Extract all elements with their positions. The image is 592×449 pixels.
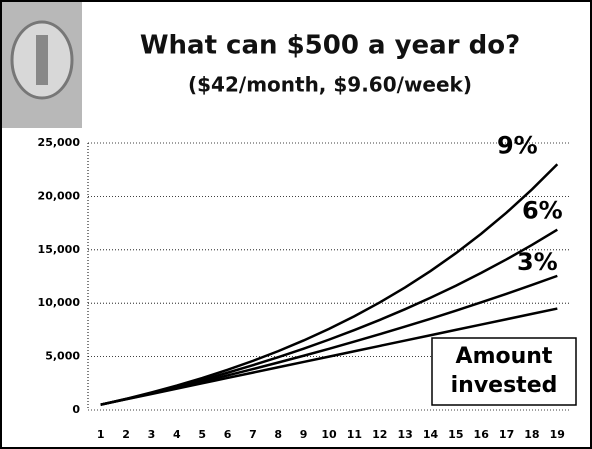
- y-tick-label: 15,000: [38, 243, 81, 256]
- chart-subtitle: ($42/month, $9.60/week): [188, 73, 472, 97]
- x-tick-label: 7: [249, 428, 257, 441]
- x-tick-label: 13: [397, 428, 412, 441]
- chart: What can $500 a year do? ($42/month, $9.…: [0, 0, 592, 449]
- y-tick-label: 20,000: [38, 189, 81, 202]
- x-tick-label: 18: [524, 428, 539, 441]
- series-label: 9%: [497, 131, 538, 159]
- x-tick-label: 9: [300, 428, 308, 441]
- y-tick-label: 25,000: [38, 136, 81, 149]
- x-tick-label: 19: [550, 428, 565, 441]
- x-tick-label: 11: [347, 428, 362, 441]
- x-tick-label: 10: [321, 428, 337, 441]
- x-tick-label: 14: [423, 428, 439, 441]
- x-tick-label: 3: [148, 428, 156, 441]
- x-tick-label: 16: [474, 428, 490, 441]
- y-tick-label: 0: [72, 403, 80, 416]
- x-tick-label: 1: [97, 428, 105, 441]
- x-tick-label: 15: [448, 428, 463, 441]
- x-tick-label: 6: [224, 428, 232, 441]
- x-tick-label: 17: [499, 428, 514, 441]
- x-tick-label: 5: [198, 428, 206, 441]
- y-tick-label: 10,000: [38, 296, 81, 309]
- x-tick-label: 12: [372, 428, 387, 441]
- coin-image: [2, 2, 82, 128]
- chart-title: What can $500 a year do?: [140, 31, 520, 61]
- series-label: 3%: [517, 248, 558, 276]
- x-tick-label: 4: [173, 428, 181, 441]
- series-label: 6%: [522, 197, 563, 225]
- y-tick-label: 5,000: [45, 350, 80, 363]
- x-tick-label: 8: [274, 428, 282, 441]
- x-tick-label: 2: [122, 428, 130, 441]
